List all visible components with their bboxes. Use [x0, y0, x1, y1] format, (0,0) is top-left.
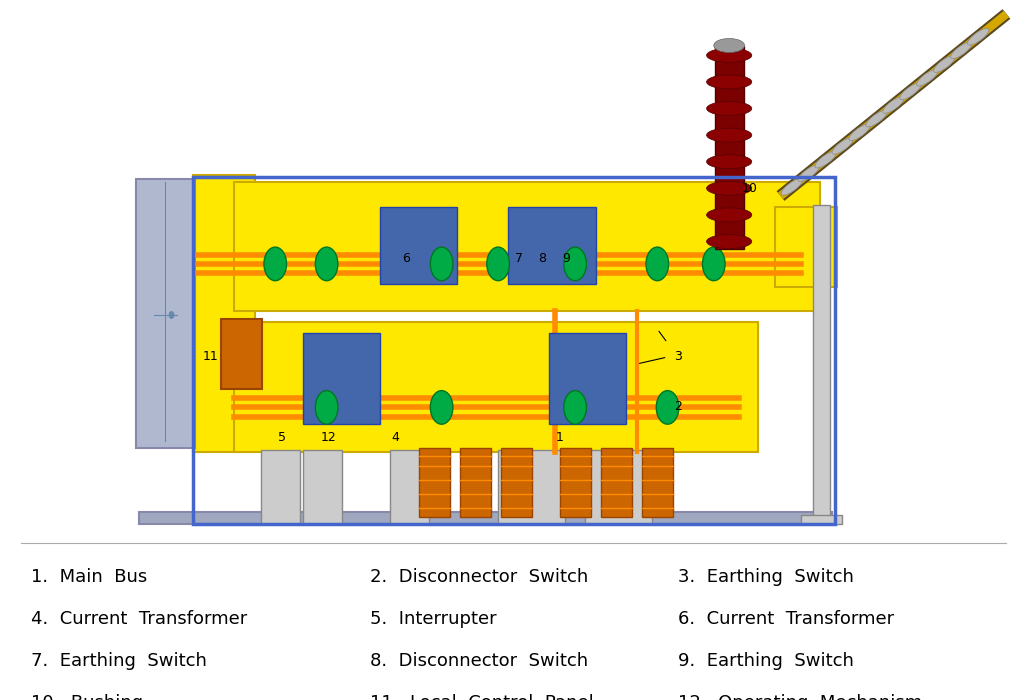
Text: 11.  Local  Control  Panel: 11. Local Control Panel [370, 694, 594, 700]
Text: 2.  Disconnector  Switch: 2. Disconnector Switch [370, 568, 588, 587]
Ellipse shape [714, 38, 745, 52]
Ellipse shape [707, 155, 752, 169]
FancyBboxPatch shape [234, 182, 820, 312]
Ellipse shape [707, 102, 752, 116]
FancyBboxPatch shape [136, 178, 195, 448]
FancyBboxPatch shape [775, 206, 837, 287]
Ellipse shape [707, 48, 752, 62]
FancyBboxPatch shape [801, 515, 842, 524]
FancyBboxPatch shape [813, 205, 830, 524]
FancyBboxPatch shape [549, 332, 626, 424]
FancyBboxPatch shape [715, 46, 744, 248]
Ellipse shape [564, 391, 586, 424]
Ellipse shape [169, 312, 175, 318]
FancyBboxPatch shape [460, 448, 491, 517]
Text: 11: 11 [202, 351, 219, 363]
Ellipse shape [707, 75, 752, 89]
FancyBboxPatch shape [303, 332, 380, 424]
Ellipse shape [564, 247, 586, 281]
Text: 9: 9 [562, 253, 570, 265]
FancyBboxPatch shape [390, 450, 429, 524]
Ellipse shape [702, 247, 725, 281]
Text: 4.  Current  Transformer: 4. Current Transformer [31, 610, 248, 629]
Ellipse shape [815, 151, 836, 168]
Text: 9.  Earthing  Switch: 9. Earthing Switch [678, 652, 853, 671]
FancyBboxPatch shape [261, 450, 300, 524]
Ellipse shape [264, 247, 287, 281]
FancyBboxPatch shape [221, 318, 262, 388]
Text: 6: 6 [402, 253, 410, 265]
Text: 4: 4 [391, 431, 400, 444]
Text: 1: 1 [556, 431, 564, 444]
Ellipse shape [883, 97, 904, 113]
Text: 12.  Operating  Mechanism: 12. Operating Mechanism [678, 694, 922, 700]
Ellipse shape [798, 165, 820, 181]
FancyBboxPatch shape [501, 448, 532, 517]
FancyBboxPatch shape [585, 450, 652, 524]
Text: 10: 10 [741, 183, 758, 195]
FancyBboxPatch shape [193, 175, 255, 452]
Ellipse shape [707, 181, 752, 195]
Ellipse shape [900, 83, 921, 99]
FancyBboxPatch shape [139, 512, 832, 524]
Text: 7.  Earthing  Switch: 7. Earthing Switch [31, 652, 206, 671]
FancyBboxPatch shape [498, 450, 565, 524]
Ellipse shape [656, 391, 679, 424]
FancyBboxPatch shape [234, 322, 758, 452]
FancyBboxPatch shape [303, 450, 342, 524]
Text: 5.  Interrupter: 5. Interrupter [370, 610, 496, 629]
Ellipse shape [707, 208, 752, 222]
Ellipse shape [917, 69, 938, 86]
Ellipse shape [315, 391, 338, 424]
Ellipse shape [707, 128, 752, 142]
Ellipse shape [951, 42, 972, 59]
Text: 2: 2 [674, 400, 682, 412]
FancyBboxPatch shape [419, 448, 450, 517]
Text: 1.  Main  Bus: 1. Main Bus [31, 568, 147, 587]
Ellipse shape [487, 247, 509, 281]
Text: 10.  Bushing: 10. Bushing [31, 694, 143, 700]
Text: 6.  Current  Transformer: 6. Current Transformer [678, 610, 893, 629]
FancyBboxPatch shape [508, 206, 596, 284]
Ellipse shape [430, 247, 453, 281]
FancyBboxPatch shape [601, 448, 632, 517]
FancyBboxPatch shape [560, 448, 591, 517]
Ellipse shape [866, 111, 887, 127]
Text: 3.  Earthing  Switch: 3. Earthing Switch [678, 568, 853, 587]
Ellipse shape [967, 29, 989, 45]
Text: 8.  Disconnector  Switch: 8. Disconnector Switch [370, 652, 587, 671]
Text: 3: 3 [674, 351, 682, 363]
Ellipse shape [707, 234, 752, 248]
Text: 5: 5 [278, 431, 287, 444]
Ellipse shape [832, 138, 853, 154]
Ellipse shape [430, 391, 453, 424]
Text: 12: 12 [320, 431, 337, 444]
Ellipse shape [782, 178, 802, 195]
Text: 7: 7 [515, 253, 523, 265]
Ellipse shape [315, 247, 338, 281]
Ellipse shape [849, 124, 870, 141]
Ellipse shape [934, 56, 955, 72]
Text: 8: 8 [538, 253, 546, 265]
Ellipse shape [646, 247, 669, 281]
FancyBboxPatch shape [642, 448, 673, 517]
FancyBboxPatch shape [380, 206, 457, 284]
